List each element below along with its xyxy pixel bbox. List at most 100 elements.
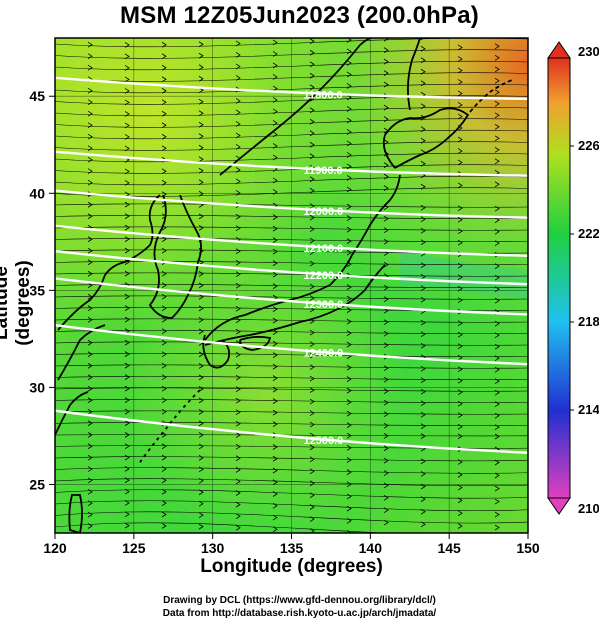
wind-arrow bbox=[272, 467, 278, 474]
wind-arrow bbox=[420, 68, 426, 75]
wind-arrow bbox=[494, 472, 500, 479]
wind-arrow bbox=[198, 500, 204, 507]
wind-arrow bbox=[87, 374, 93, 381]
wind-arrow bbox=[457, 297, 463, 304]
wind-arrow bbox=[198, 443, 204, 450]
wind-arrow bbox=[87, 511, 93, 518]
wind-arrow bbox=[198, 75, 204, 82]
wind-arrow bbox=[457, 484, 463, 491]
wind-arrow bbox=[161, 110, 167, 117]
wind-arrow bbox=[346, 399, 352, 405]
wind-streamlines bbox=[55, 38, 528, 550]
wind-arrow bbox=[309, 107, 315, 114]
streamline bbox=[55, 376, 528, 381]
wind-arrow bbox=[309, 432, 315, 439]
wind-arrow bbox=[457, 389, 463, 396]
wind-arrow bbox=[161, 87, 167, 94]
wind-arrow bbox=[346, 330, 352, 336]
wind-arrow bbox=[272, 329, 278, 335]
contour-label: 12200.0 bbox=[304, 270, 344, 282]
wind-arrow bbox=[198, 351, 204, 358]
wind-arrow bbox=[198, 420, 204, 427]
wind-arrow bbox=[384, 545, 388, 550]
x-tick-label: 135 bbox=[280, 540, 304, 556]
wind-arrow bbox=[309, 176, 315, 183]
wind-arrow bbox=[272, 283, 278, 289]
wind-arrow bbox=[87, 316, 93, 323]
wind-arrow bbox=[346, 469, 352, 475]
wind-arrow bbox=[309, 214, 315, 221]
wind-arrow bbox=[309, 387, 315, 393]
wind-arrow bbox=[494, 389, 500, 396]
wind-arrow bbox=[494, 511, 500, 518]
wind-arrow bbox=[309, 492, 315, 499]
wind-arrow bbox=[272, 375, 278, 381]
wind-arrow bbox=[346, 249, 352, 256]
wind-arrow bbox=[198, 156, 204, 163]
wind-arrow bbox=[494, 158, 500, 165]
wind-arrow bbox=[309, 398, 315, 405]
contour-line bbox=[55, 277, 528, 316]
wind-arrow bbox=[457, 320, 463, 327]
wind-arrow bbox=[346, 175, 352, 181]
contour-line bbox=[55, 76, 528, 101]
wind-arrow bbox=[457, 182, 463, 189]
wind-arrow bbox=[420, 296, 426, 303]
geopotential-height-contours: 11800.0 11900.0 12000.0 12100.0 12200.0 12300… bbox=[55, 76, 528, 454]
wind-arrow bbox=[87, 145, 93, 152]
wind-arrow bbox=[235, 213, 241, 220]
wind-arrow bbox=[272, 248, 278, 255]
wind-arrow bbox=[198, 190, 204, 197]
wind-arrow bbox=[420, 521, 426, 528]
wind-arrow bbox=[87, 41, 93, 48]
streamline bbox=[55, 387, 528, 392]
streamline bbox=[55, 272, 528, 277]
wind-arrow bbox=[383, 507, 389, 514]
wind-arrow bbox=[420, 273, 426, 280]
wind-arrow bbox=[494, 332, 500, 339]
wind-arrow bbox=[124, 432, 130, 438]
wind-arrow bbox=[235, 420, 241, 427]
y-tick-label: 25 bbox=[29, 476, 45, 492]
streamline bbox=[55, 164, 528, 174]
wind-arrow bbox=[457, 331, 463, 338]
wind-arrow bbox=[87, 110, 93, 117]
wind-arrow bbox=[383, 162, 389, 168]
streamline bbox=[55, 422, 528, 427]
streamline bbox=[55, 106, 528, 117]
streamline bbox=[55, 511, 528, 524]
streamline bbox=[55, 152, 528, 163]
streamline bbox=[55, 522, 388, 533]
x-tick-label: 140 bbox=[359, 540, 383, 556]
wind-arrow bbox=[161, 270, 167, 277]
wind-arrow bbox=[383, 494, 389, 501]
colorbar-tick-label: 222 bbox=[578, 226, 599, 241]
wind-arrow bbox=[494, 205, 500, 212]
wind-arrow bbox=[272, 306, 278, 312]
wind-arrow bbox=[272, 108, 278, 115]
wind-arrow bbox=[494, 378, 500, 385]
wind-arrow bbox=[235, 501, 241, 508]
wind-arrow bbox=[235, 351, 241, 358]
wind-arrow bbox=[235, 432, 241, 438]
wind-arrow bbox=[457, 205, 463, 212]
wind-arrow bbox=[198, 133, 204, 140]
wind-arrow bbox=[198, 432, 204, 438]
credit-drawing: Drawing by DCL (https://www.gfd-dennou.o… bbox=[163, 595, 436, 606]
wind-arrow bbox=[346, 457, 352, 463]
wind-arrow bbox=[87, 87, 93, 94]
wind-arrow bbox=[235, 190, 241, 196]
wind-arrow bbox=[87, 420, 93, 427]
colorbar-tick-label: 210 bbox=[578, 501, 599, 516]
streamline bbox=[55, 341, 528, 346]
wind-arrow bbox=[124, 111, 130, 117]
wind-arrow bbox=[420, 471, 426, 477]
contour-label: 12000.0 bbox=[304, 206, 344, 218]
wind-arrow bbox=[272, 444, 278, 450]
x-tick-label: 150 bbox=[516, 540, 540, 556]
streamline bbox=[55, 129, 528, 140]
y-tick-label: 30 bbox=[29, 379, 45, 395]
wind-arrow bbox=[124, 374, 130, 380]
wind-arrow bbox=[87, 443, 93, 450]
wind-arrow bbox=[87, 488, 93, 495]
